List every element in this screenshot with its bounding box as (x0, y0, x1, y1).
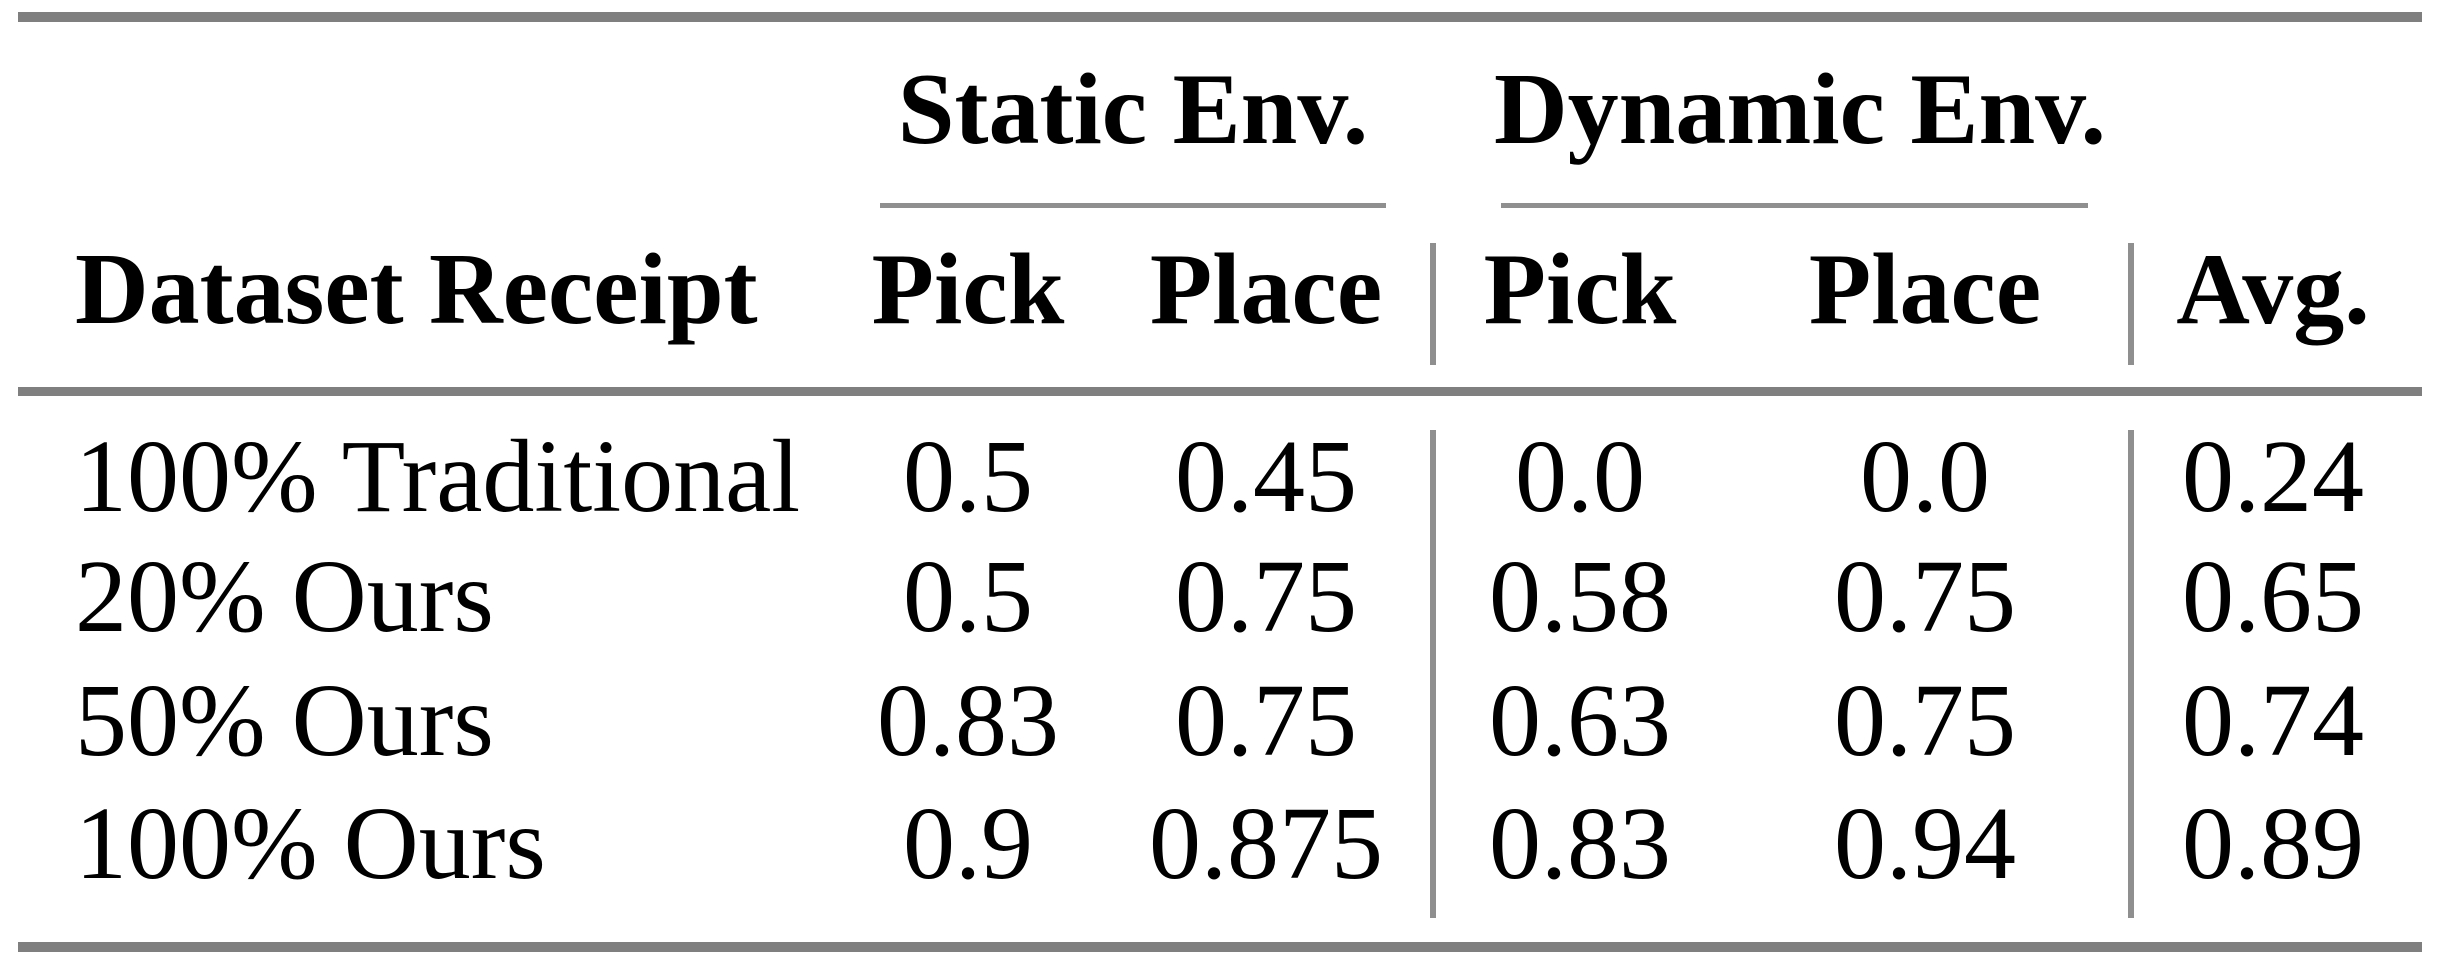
cell-avg: 0.65 (2182, 539, 2364, 654)
row-label: 50% Ours (75, 663, 494, 778)
cell-dynamic-place: 0.75 (1834, 539, 2016, 654)
cell-dynamic-pick: 0.0 (1515, 419, 1645, 534)
static-env-spanner-rule (880, 203, 1386, 208)
table-top-rule (18, 12, 2422, 22)
row-label: 20% Ours (75, 539, 494, 654)
header-dynamic-place: Place (1808, 233, 2042, 346)
cell-avg: 0.89 (2182, 786, 2364, 901)
dynamic-env-spanner-rule (1501, 203, 2088, 208)
cell-avg: 0.24 (2182, 419, 2364, 534)
cell-static-pick: 0.5 (903, 539, 1033, 654)
cell-static-place: 0.75 (1175, 539, 1357, 654)
header-dynamic-pick: Pick (1483, 233, 1677, 346)
cell-static-place: 0.875 (1149, 786, 1383, 901)
cell-dynamic-pick: 0.63 (1489, 663, 1671, 778)
cell-static-place: 0.75 (1175, 663, 1357, 778)
vertical-separator-1-body (1430, 430, 1436, 918)
vertical-separator-1-header (1430, 243, 1436, 365)
cell-dynamic-place: 0.94 (1834, 786, 2016, 901)
vertical-separator-2-header (2128, 243, 2134, 365)
column-group-dynamic-env: Dynamic Env. (1493, 53, 2107, 166)
header-avg: Avg. (2176, 233, 2370, 346)
header-static-pick: Pick (871, 233, 1065, 346)
cell-avg: 0.74 (2182, 663, 2364, 778)
cell-static-pick: 0.83 (877, 663, 1059, 778)
table-bottom-rule (18, 942, 2422, 952)
cell-dynamic-pick: 0.58 (1489, 539, 1671, 654)
cell-dynamic-place: 0.75 (1834, 663, 2016, 778)
header-dataset-receipt: Dataset Receipt (75, 233, 758, 346)
vertical-separator-2-body (2128, 430, 2134, 918)
cell-dynamic-pick: 0.83 (1489, 786, 1671, 901)
table-header-rule (18, 387, 2422, 396)
header-static-place: Place (1149, 233, 1383, 346)
row-label: 100% Ours (75, 786, 546, 901)
cell-static-pick: 0.9 (903, 786, 1033, 901)
cell-static-pick: 0.5 (903, 419, 1033, 534)
column-group-static-env: Static Env. (897, 53, 1369, 166)
cell-static-place: 0.45 (1175, 419, 1357, 534)
cell-dynamic-place: 0.0 (1860, 419, 1990, 534)
row-label: 100% Traditional (75, 419, 801, 534)
